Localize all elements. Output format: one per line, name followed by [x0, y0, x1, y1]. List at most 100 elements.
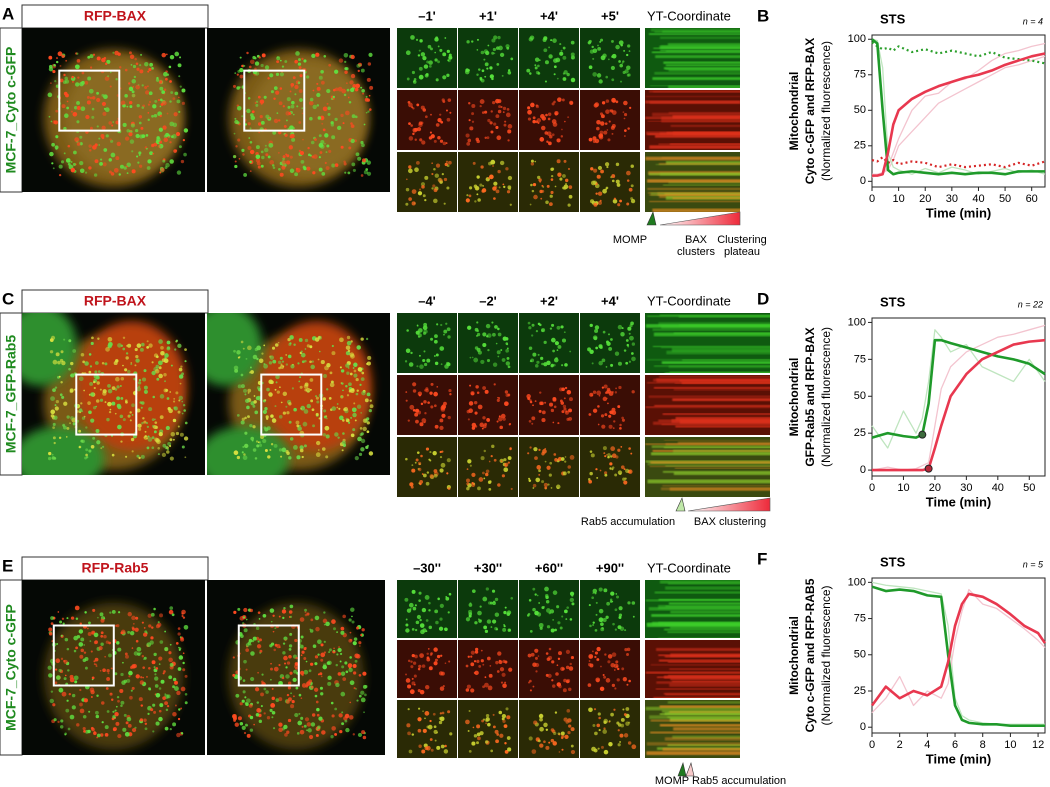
micrograph-content — [519, 90, 579, 150]
organelle — [621, 718, 625, 722]
organelle — [305, 614, 308, 617]
organelle — [534, 611, 539, 616]
organelle — [495, 99, 500, 104]
organelle — [500, 53, 504, 57]
organelle — [319, 76, 323, 80]
organelle — [445, 323, 447, 325]
organelle — [426, 725, 429, 728]
organelle — [484, 423, 487, 426]
organelle — [345, 385, 347, 387]
micrograph — [189, 305, 390, 491]
organelle — [103, 635, 107, 639]
organelle — [81, 410, 83, 412]
organelle — [604, 455, 606, 457]
organelle — [430, 383, 433, 386]
organelle — [335, 163, 339, 167]
organelle — [408, 122, 411, 125]
organelle — [406, 178, 408, 180]
organelle — [606, 678, 611, 683]
organelle — [159, 710, 162, 713]
organelle — [497, 651, 501, 655]
organelle — [610, 713, 614, 717]
organelle — [318, 359, 320, 361]
micrograph — [519, 375, 579, 435]
organelle — [565, 183, 567, 185]
organelle — [150, 636, 153, 639]
annotation: MOMP — [613, 234, 647, 246]
organelle — [286, 160, 290, 164]
organelle — [433, 647, 437, 651]
micrograph-content — [580, 90, 640, 150]
organelle — [176, 99, 180, 103]
organelle — [142, 655, 144, 657]
organelle — [112, 454, 115, 457]
organelle — [532, 103, 534, 105]
organelle — [618, 386, 621, 389]
organelle — [599, 395, 601, 397]
organelle — [548, 54, 552, 58]
organelle — [444, 749, 448, 753]
organelle — [489, 665, 491, 667]
organelle — [627, 44, 630, 47]
organelle — [478, 618, 480, 620]
organelle — [136, 134, 140, 138]
organelle — [347, 336, 350, 339]
organelle — [610, 591, 614, 595]
organelle — [145, 90, 149, 94]
organelle — [507, 129, 511, 133]
organelle — [142, 134, 146, 138]
organelle — [406, 400, 408, 402]
organelle — [568, 688, 571, 691]
organelle — [79, 629, 83, 633]
organelle — [309, 360, 312, 363]
organelle — [318, 449, 320, 451]
organelle — [360, 634, 362, 636]
organelle — [244, 65, 246, 67]
micrograph — [645, 640, 767, 699]
organelle — [438, 46, 440, 48]
organelle — [316, 413, 319, 416]
organelle — [140, 718, 143, 721]
organelle — [282, 361, 284, 363]
organelle — [434, 474, 438, 478]
organelle — [240, 634, 244, 638]
organelle — [257, 644, 261, 648]
organelle — [152, 361, 154, 363]
yt-streak — [649, 201, 744, 202]
organelle — [491, 52, 494, 55]
organelle — [233, 85, 236, 88]
organelle — [294, 93, 296, 95]
yt-streak — [673, 198, 768, 199]
organelle — [154, 114, 157, 117]
organelle — [166, 450, 170, 454]
panel-letter: A — [2, 4, 14, 23]
micrograph-content — [645, 437, 803, 497]
organelle — [619, 741, 621, 743]
organelle — [495, 661, 498, 664]
organelle — [441, 414, 445, 418]
organelle — [174, 681, 178, 685]
organelle — [141, 407, 143, 409]
y-tick-label: 100 — [848, 316, 866, 328]
organelle — [165, 78, 168, 81]
micrograph — [519, 580, 579, 638]
organelle — [505, 337, 508, 340]
organelle — [526, 69, 530, 73]
organelle — [127, 370, 130, 373]
organelle — [163, 72, 168, 77]
organelle — [594, 749, 598, 753]
organelle — [56, 61, 58, 63]
organelle — [128, 82, 130, 84]
organelle — [252, 440, 254, 442]
organelle — [296, 687, 299, 690]
organelle — [159, 613, 163, 617]
organelle — [555, 341, 559, 345]
organelle — [103, 148, 107, 152]
organelle — [612, 133, 614, 135]
y-axis-label: Mitochondrial — [787, 358, 801, 437]
yt-streak — [646, 672, 741, 674]
organelle — [243, 173, 247, 177]
organelle — [76, 723, 79, 726]
organelle — [72, 694, 75, 697]
organelle — [79, 136, 82, 139]
